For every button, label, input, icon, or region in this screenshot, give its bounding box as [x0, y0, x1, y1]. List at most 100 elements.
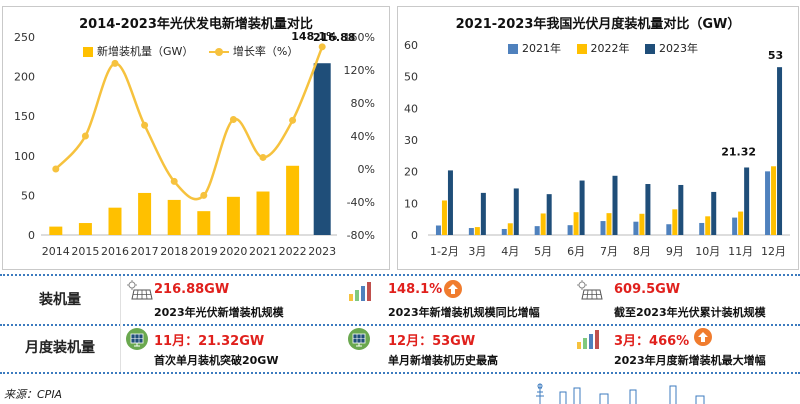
summary-desc: 单月新增装机历史最高: [388, 354, 498, 367]
solar-panel-icon: [577, 280, 603, 300]
x-axis-tick: 7月: [600, 245, 618, 258]
growth-rate-point: [229, 116, 237, 123]
summary-value: 148.1%: [388, 282, 443, 297]
growth-rate-point: [111, 59, 119, 67]
left-axis-tick: 250: [14, 31, 35, 44]
summary-value: 609.5GW: [614, 282, 681, 297]
bar-2021年: [534, 226, 540, 235]
summary-value: 12月：53GW: [388, 334, 476, 349]
bar-2023年: [546, 194, 552, 235]
bar-2022年: [771, 166, 777, 235]
right-axis-tick: 40%: [351, 130, 375, 143]
y-axis-tick: 10: [404, 197, 418, 210]
bar-2023年: [645, 184, 651, 235]
x-axis-tick: 9月: [666, 245, 684, 258]
bar-new-capacity: [167, 199, 181, 235]
solar-cell-icon: [126, 328, 148, 350]
x-axis-tick: 5月: [534, 245, 552, 258]
x-axis-tick: 10月: [695, 245, 720, 258]
x-axis-tick: 1-2月: [430, 245, 459, 258]
y-axis-tick: 30: [404, 134, 418, 147]
bar-2022年: [474, 227, 480, 235]
growth-rate-point: [200, 191, 208, 199]
bar-2023年: [711, 191, 717, 235]
bar-2021年: [699, 222, 705, 235]
right-axis-tick: 0%: [358, 163, 375, 176]
left-axis-tick: 150: [14, 110, 35, 123]
right-axis-tick: -40%: [347, 196, 375, 209]
bar-2023年: [447, 170, 453, 235]
y-axis-tick: 0: [411, 229, 418, 242]
summary-desc: 截至2023年光伏累计装机规模: [614, 306, 766, 319]
up-arrow-icon: [694, 328, 712, 346]
growth-rate-point: [81, 132, 89, 140]
row-label-monthly: 月度装机量: [0, 324, 121, 372]
right-chart-title: 2021-2023年我国光伏月度装机量对比（GW）: [455, 17, 741, 32]
growth-rate-line: [54, 46, 324, 201]
x-axis-tick: 12月: [761, 245, 786, 258]
x-axis-tick: 2017: [131, 245, 159, 258]
summary-desc: 2023年光伏新增装机规模: [154, 306, 284, 319]
growth-rate-point: [259, 153, 267, 161]
bar-2021年: [435, 225, 441, 235]
legend-label-2021: 2021年: [522, 42, 561, 55]
y-axis-tick: 20: [404, 166, 418, 179]
left-axis-tick: 0: [28, 229, 35, 242]
legend-item-2022: 2022年: [576, 42, 630, 55]
bar-2021年: [765, 171, 771, 235]
bar-new-capacity: [49, 226, 63, 235]
x-axis-tick: 3月: [468, 245, 486, 258]
bar-2021年: [633, 221, 639, 235]
source-note: 来源：CPIA: [4, 388, 63, 401]
growth-rate-point: [289, 116, 297, 124]
bar-new-capacity: [108, 207, 122, 235]
bar-chart-icon: [577, 330, 599, 349]
bar-2021年: [666, 224, 672, 235]
x-axis-tick: 4月: [501, 245, 519, 258]
y-axis-tick: 40: [404, 102, 418, 115]
growth-rate-point: [170, 177, 178, 185]
right-axis-tick: 120%: [344, 64, 375, 77]
x-axis-tick: 2014: [42, 245, 70, 258]
bar-new-capacity: [256, 191, 270, 235]
bar-2023年: [579, 180, 585, 235]
summary-desc: 首次单月装机突破20GW: [154, 354, 279, 367]
x-axis-tick: 2021: [249, 245, 277, 258]
bar-2021年: [468, 228, 474, 235]
bar-data-label: 21.32: [721, 145, 756, 158]
summary-cell-march: 3月：466% 2023年月度新增装机最大增幅: [576, 324, 800, 372]
summary-cell-new-capacity: 216.88GW 2023年光伏新增装机规模: [120, 276, 350, 324]
summary-row-monthly: 月度装机量 11月：21.32GW 首次单月装机突破20GW 12月：53GW …: [0, 324, 800, 374]
bar-2023年: [777, 67, 783, 235]
x-axis-tick: 2022: [279, 245, 307, 258]
right-axis-tick: -80%: [347, 229, 375, 242]
bar-data-label: 53: [768, 49, 783, 62]
x-axis-tick: 2018: [160, 245, 188, 258]
left-chart-title: 2014-2023年光伏发电新增装机量对比: [79, 17, 313, 32]
right-chart-legend: 2021年 2022年 2023年: [508, 40, 710, 56]
right-axis-tick: 160%: [344, 31, 375, 44]
x-axis-tick: 2015: [71, 245, 99, 258]
left-axis-tick: 200: [14, 71, 35, 84]
bar-2022年: [540, 213, 546, 235]
bar-2021年: [732, 217, 738, 235]
legend-label-bar: 新增装机量（GW）: [97, 45, 194, 58]
growth-rate-point: [141, 121, 149, 129]
legend-item-line: 增长率（%）: [208, 45, 299, 58]
left-axis-tick: 100: [14, 150, 35, 163]
bar-2022年: [606, 213, 612, 235]
y-axis-tick: 50: [404, 71, 418, 84]
legend-label-2022: 2022年: [590, 42, 630, 55]
x-axis-tick: 11月: [728, 245, 753, 258]
x-axis-tick: 8月: [633, 245, 651, 258]
up-arrow-icon: [444, 280, 462, 298]
annual-installation-chart: 050100150200250-80%-40%0%40%80%120%160%2…: [14, 30, 375, 258]
bar-2022年: [573, 212, 579, 235]
summary-row-capacity: 装机量 216.88GW 2023年光伏新增装机规模 148.1%: [0, 274, 800, 326]
legend-label-line: 增长率（%）: [232, 45, 299, 58]
bar-2022年: [639, 213, 645, 235]
y-axis-tick: 60: [404, 39, 418, 52]
summary-table: 装机量 216.88GW 2023年光伏新增装机规模 148.1%: [0, 274, 800, 374]
solar-panel-icon: [127, 280, 153, 300]
x-axis-tick: 6月: [567, 245, 585, 258]
